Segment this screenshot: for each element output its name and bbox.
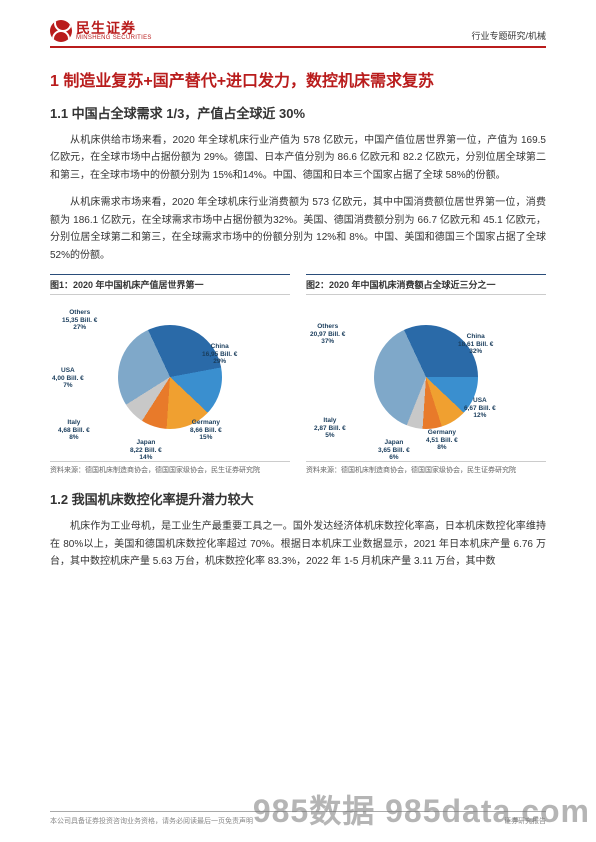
pie-slice-label: Italy2,87 Bill. €5% — [314, 417, 346, 439]
pie-slice-label: Others15,35 Bill. €27% — [62, 309, 97, 331]
logo-icon — [50, 20, 72, 42]
para-3: 机床作为工业母机，是工业生产最重要工具之一。国外发达经济体机床数控化率高，日本机… — [50, 518, 546, 571]
chart-1-pie: China16,95 Bill. €29% Germany8,66 Bill. €… — [50, 301, 290, 461]
pie-slice-label: Japan8,22 Bill. €14% — [130, 439, 162, 461]
chart-1: 图1：2020 年中国机床产值居世界第一 China16,95 Bill. €2… — [50, 274, 290, 475]
para-1: 从机床供给市场来看，2020 年全球机床行业产值为 578 亿欧元，中国产值位居… — [50, 132, 546, 185]
chart-2-source: 资料来源：德国机床制造商协会，德国国家级协会，民生证券研究院 — [306, 461, 546, 475]
pie-slice-label: Italy4,68 Bill. €8% — [58, 419, 90, 441]
page-header: 民生证券 MINSHENG SECURITIES 行业专题研究/机械 — [50, 20, 546, 48]
pie-disc — [118, 325, 222, 429]
logo: 民生证券 MINSHENG SECURITIES — [50, 20, 152, 42]
header-category: 行业专题研究/机械 — [471, 29, 546, 42]
footer-left: 本公司具备证券投资咨询业务资格，请务必阅读最后一页免责声明 — [50, 816, 253, 826]
pie-slice-label: Germany8,66 Bill. €15% — [190, 419, 222, 441]
chart-2-title: 图2：2020 年中国机床消费额占全球近三分之一 — [306, 274, 546, 295]
subsection-1-1-title: 1.1 中国占全球需求 1/3，产值占全球近 30% — [50, 103, 546, 122]
pie-slice-label: USA6,67 Bill. €12% — [464, 397, 496, 419]
logo-cn: 民生证券 — [76, 21, 152, 35]
footer-right: 证券研究报告 — [504, 816, 546, 826]
pie-slice-label: Germany4,51 Bill. €8% — [426, 429, 458, 451]
section-1-title: 1 制造业复苏+国产替代+进口发力，数控机床需求复苏 — [50, 68, 546, 97]
chart-2-pie: China18,61 Bill. €32% USA6,67 Bill. €12% G… — [306, 301, 546, 461]
chart-1-source: 资料来源：德国机床制造商协会，德国国家级协会，民生证券研究院 — [50, 461, 290, 475]
chart-1-title: 图1：2020 年中国机床产值居世界第一 — [50, 274, 290, 295]
charts-row: 图1：2020 年中国机床产值居世界第一 China16,95 Bill. €2… — [50, 274, 546, 475]
para-2: 从机床需求市场来看，2020 年全球机床行业消费额为 573 亿欧元，其中中国消… — [50, 194, 546, 264]
chart-2: 图2：2020 年中国机床消费额占全球近三分之一 China18,61 Bill… — [306, 274, 546, 475]
subsection-1-2-title: 1.2 我国机床数控化率提升潜力较大 — [50, 489, 546, 508]
pie-slice-label: China16,95 Bill. €29% — [202, 343, 237, 365]
pie-slice-label: Others20,97 Bill. €37% — [310, 323, 345, 345]
pie-slice-label: USA4,00 Bill. €7% — [52, 367, 84, 389]
page-footer: 本公司具备证券投资咨询业务资格，请务必阅读最后一页免责声明 证券研究报告 — [50, 811, 546, 826]
pie-slice-label: Japan3,65 Bill. €6% — [378, 439, 410, 461]
logo-en: MINSHENG SECURITIES — [76, 35, 152, 41]
pie-slice-label: China18,61 Bill. €32% — [458, 333, 493, 355]
